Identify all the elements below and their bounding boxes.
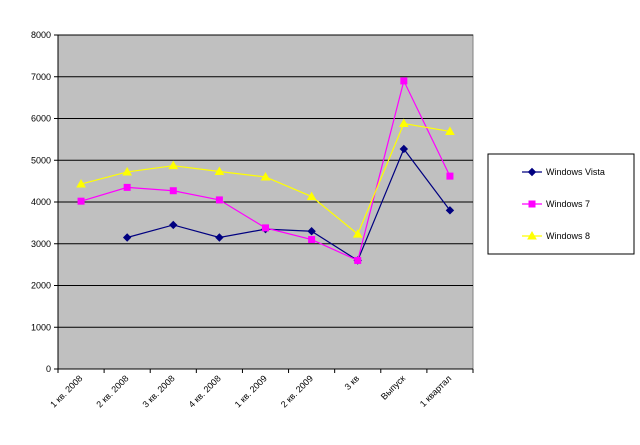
- x-tick-label: 1 кв. 2008: [48, 373, 84, 409]
- x-tick-label: Выпуск: [379, 373, 407, 401]
- data-point: [352, 229, 363, 238]
- legend-marker: [527, 230, 537, 240]
- data-point: [445, 126, 455, 135]
- data-point: [215, 233, 224, 242]
- legend-marker: [527, 167, 537, 177]
- series-windows-8: [76, 118, 455, 238]
- data-point: [169, 187, 177, 195]
- data-point: [354, 256, 362, 264]
- legend-item: Windows 8: [522, 230, 590, 241]
- x-tick-label: 3 кв. 2008: [140, 373, 176, 409]
- y-tick-label: 3000: [31, 239, 51, 249]
- x-tick-label: 4 кв. 2008: [187, 373, 223, 409]
- data-point: [307, 227, 316, 236]
- x-tick-label: 1 квартал: [418, 373, 454, 409]
- series-windows-7: [77, 77, 454, 264]
- data-point: [169, 220, 178, 230]
- legend-box: [487, 153, 635, 255]
- data-point: [214, 166, 225, 176]
- data-point: [215, 196, 223, 204]
- data-point: [123, 183, 131, 191]
- data-point: [76, 179, 86, 188]
- data-point: [122, 233, 132, 242]
- legend-item: Windows 7: [522, 199, 590, 209]
- x-tick-label: 2 кв. 2009: [279, 373, 315, 409]
- data-point: [398, 118, 409, 128]
- y-tick-label: 5000: [31, 155, 51, 165]
- y-tick-label: 1000: [31, 322, 51, 332]
- series-line: [127, 147, 451, 262]
- data-point: [446, 172, 454, 180]
- series-windows-vista: [122, 144, 455, 265]
- data-point: [399, 144, 409, 154]
- series-group: [76, 77, 455, 265]
- legend-label: Windows 8: [546, 231, 590, 241]
- x-tick-label: 2 кв. 2008: [94, 373, 130, 409]
- y-axis: 0 1000 2000 3000 4000 5000 6000 7000 8000: [31, 30, 59, 374]
- data-point: [306, 191, 317, 201]
- legend-label: Windows Vista: [546, 167, 605, 177]
- y-tick-label: 0: [46, 364, 51, 374]
- x-tick-label: 3 кв: [343, 373, 362, 392]
- legend-marker: [528, 200, 536, 208]
- y-tick-label: 6000: [31, 114, 51, 124]
- data-point: [168, 160, 179, 170]
- x-axis: 1 кв. 2008 2 кв. 2008 3 кв. 2008 4 кв. 2008…: [48, 368, 474, 410]
- data-point: [260, 171, 271, 181]
- data-point: [262, 224, 269, 232]
- legend: Windows Vista Windows 7 Windows 8: [487, 153, 635, 255]
- y-tick-label: 7000: [31, 72, 51, 82]
- data-point: [400, 77, 408, 85]
- y-tick-label: 2000: [31, 281, 51, 291]
- legend-item: Windows Vista: [522, 167, 605, 177]
- y-tick-label: 8000: [31, 30, 51, 40]
- y-tick-label: 4000: [31, 197, 51, 207]
- legend-label: Windows 7: [546, 199, 590, 209]
- x-tick-label: 1 кв. 2009: [233, 373, 269, 409]
- data-point: [77, 197, 85, 205]
- plot-area: [57, 34, 474, 370]
- data-point: [308, 236, 316, 244]
- data-point: [122, 166, 133, 176]
- data-point: [445, 206, 455, 215]
